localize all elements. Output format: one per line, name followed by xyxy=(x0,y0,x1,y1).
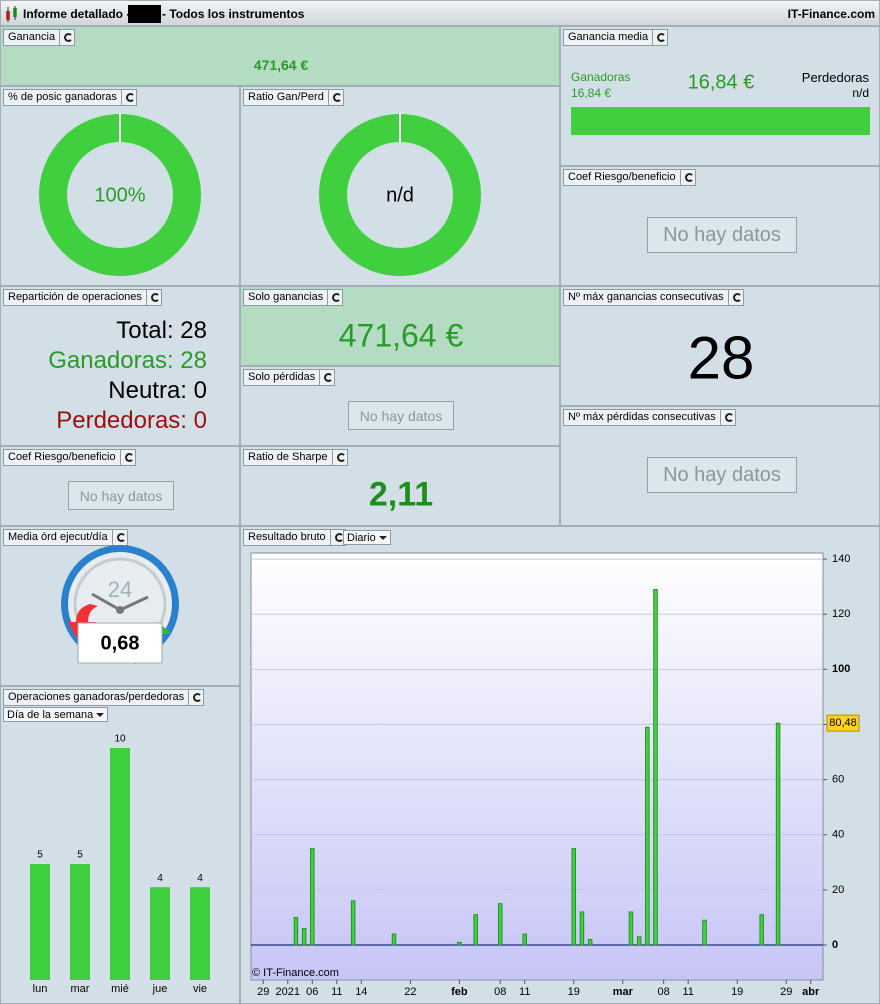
count-row: Neutra: 0 xyxy=(108,377,207,405)
panel-tab[interactable]: Resultado bruto xyxy=(243,529,346,546)
panel-ganancia: Ganancia 471,64 € xyxy=(0,26,560,86)
no-data: No hay datos xyxy=(647,457,797,493)
panel-tab[interactable]: % de posic ganadoras xyxy=(3,89,137,106)
panel-tab[interactable]: Ratio de Sharpe xyxy=(243,449,348,466)
dropdown[interactable]: Día de la semana xyxy=(3,707,109,722)
no-data: No hay datos xyxy=(348,401,454,430)
panel-tab[interactable]: Ganancia media xyxy=(563,29,669,46)
panel-title: Repartición de operaciones xyxy=(8,291,142,303)
value: 471,64 € xyxy=(338,317,464,354)
value: 2,11 xyxy=(368,475,434,514)
count-row: Perdedoras: 0 xyxy=(56,407,207,435)
losers-label: Perdedoras xyxy=(801,70,869,85)
panel-tab[interactable]: Nº máx pérdidas consecutivas xyxy=(563,409,736,426)
label: Total: xyxy=(116,317,174,344)
panel-title: Ganancia xyxy=(8,31,56,43)
panel-title: Ratio Gan/Perd xyxy=(248,91,324,103)
panel-title: % de posic ganadoras xyxy=(8,91,117,103)
value: 28 xyxy=(687,324,755,392)
no-data: No hay datos xyxy=(68,481,174,510)
label: Ganadoras: xyxy=(48,347,174,374)
label: Neutra: xyxy=(108,377,187,404)
panel-pct: % de posic ganadoras xyxy=(0,86,240,286)
panel-coef: Coef Riesgo/beneficio No hay datos xyxy=(0,446,240,526)
panel-title: Nº máx pérdidas consecutivas xyxy=(568,411,716,423)
average: 16,84 € xyxy=(687,71,755,94)
panel-title: Resultado bruto xyxy=(248,531,326,543)
panel-title: Media órd ejecut/día xyxy=(8,531,108,543)
dropdown[interactable]: Diario xyxy=(343,530,391,545)
panel-tab[interactable]: Coef Riesgo/beneficio xyxy=(563,169,696,186)
panel-coef: Coef Riesgo/beneficio No hay datos xyxy=(560,166,880,286)
winners-value: 16,84 € xyxy=(571,86,612,100)
header-bar: Informe detallado - - Todos los instrume… xyxy=(0,0,880,26)
count: 0 xyxy=(193,377,207,404)
label: Perdedoras: xyxy=(56,407,187,434)
count-row: Total: 28 xyxy=(116,317,207,345)
panel-title: Nº máx ganancias consecutivas xyxy=(568,291,724,303)
panel-resultado: Resultado bruto Diario xyxy=(240,526,880,1004)
count: 0 xyxy=(193,407,207,434)
panel-max-ganancias: Nº máx ganancias consecutivas 28 xyxy=(560,286,880,406)
ratio-bar xyxy=(571,107,870,135)
panel-tab[interactable]: Coef Riesgo/beneficio xyxy=(3,449,136,466)
panel-reparticion: Repartición de operaciones Total: 28 Gan… xyxy=(0,286,240,446)
count-row: Ganadoras: 28 xyxy=(48,347,207,375)
panel-tab[interactable]: Operaciones ganadoras/perdedoras xyxy=(3,689,205,706)
panel-tab[interactable]: Solo pérdidas xyxy=(243,369,336,386)
panel-tab[interactable]: Ratio Gan/Perd xyxy=(243,89,344,106)
panel-media: Media órd ejecut/día xyxy=(0,526,240,686)
panel-solo-perdidas: Solo pérdidas No hay datos xyxy=(240,366,560,446)
app-icon xyxy=(6,6,17,22)
value: 471,64 € xyxy=(253,57,309,73)
count: 28 xyxy=(180,317,207,344)
panel-title: Solo pérdidas xyxy=(248,371,316,383)
report-title: Informe detallado - xyxy=(23,7,131,21)
panel-title: Ganancia media xyxy=(568,31,649,43)
count: 28 xyxy=(180,347,207,374)
panel-solo-ganancias: Solo ganancias 471,64 € xyxy=(240,286,560,366)
panel-title: Ratio de Sharpe xyxy=(248,451,328,463)
redaction xyxy=(128,5,161,23)
panel-sharpe: Ratio de Sharpe 2,11 xyxy=(240,446,560,526)
panel-tab[interactable]: Media órd ejecut/día xyxy=(3,529,128,546)
no-data: No hay datos xyxy=(647,217,797,253)
panel-tab[interactable]: Repartición de operaciones xyxy=(3,289,162,306)
panel-tab[interactable]: Ganancia xyxy=(3,29,76,46)
brand: IT-Finance.com xyxy=(787,7,875,21)
losers-value: n/d xyxy=(852,86,869,100)
panel-tab[interactable]: Nº máx ganancias consecutivas xyxy=(563,289,744,306)
winners-label: Ganadoras xyxy=(571,70,631,84)
panel-title: Solo ganancias xyxy=(248,291,324,303)
panel-ratio: Ratio Gan/Perd xyxy=(240,86,560,286)
panel-title: Coef Riesgo/beneficio xyxy=(8,451,116,463)
panel-tab[interactable]: Solo ganancias xyxy=(243,289,344,306)
panel-max-perdidas: Nº máx pérdidas consecutivas No hay dato… xyxy=(560,406,880,526)
panel-dias: Operaciones ganadoras/perdedoras Día de … xyxy=(0,686,240,1004)
report-scope: - Todos los instrumentos xyxy=(162,7,305,21)
panel-ganancia-media: Ganancia media Ganadoras 16,84 € 16,84 €… xyxy=(560,26,880,166)
panel-title: Coef Riesgo/beneficio xyxy=(568,171,676,183)
panel-title: Operaciones ganadoras/perdedoras xyxy=(8,691,185,703)
